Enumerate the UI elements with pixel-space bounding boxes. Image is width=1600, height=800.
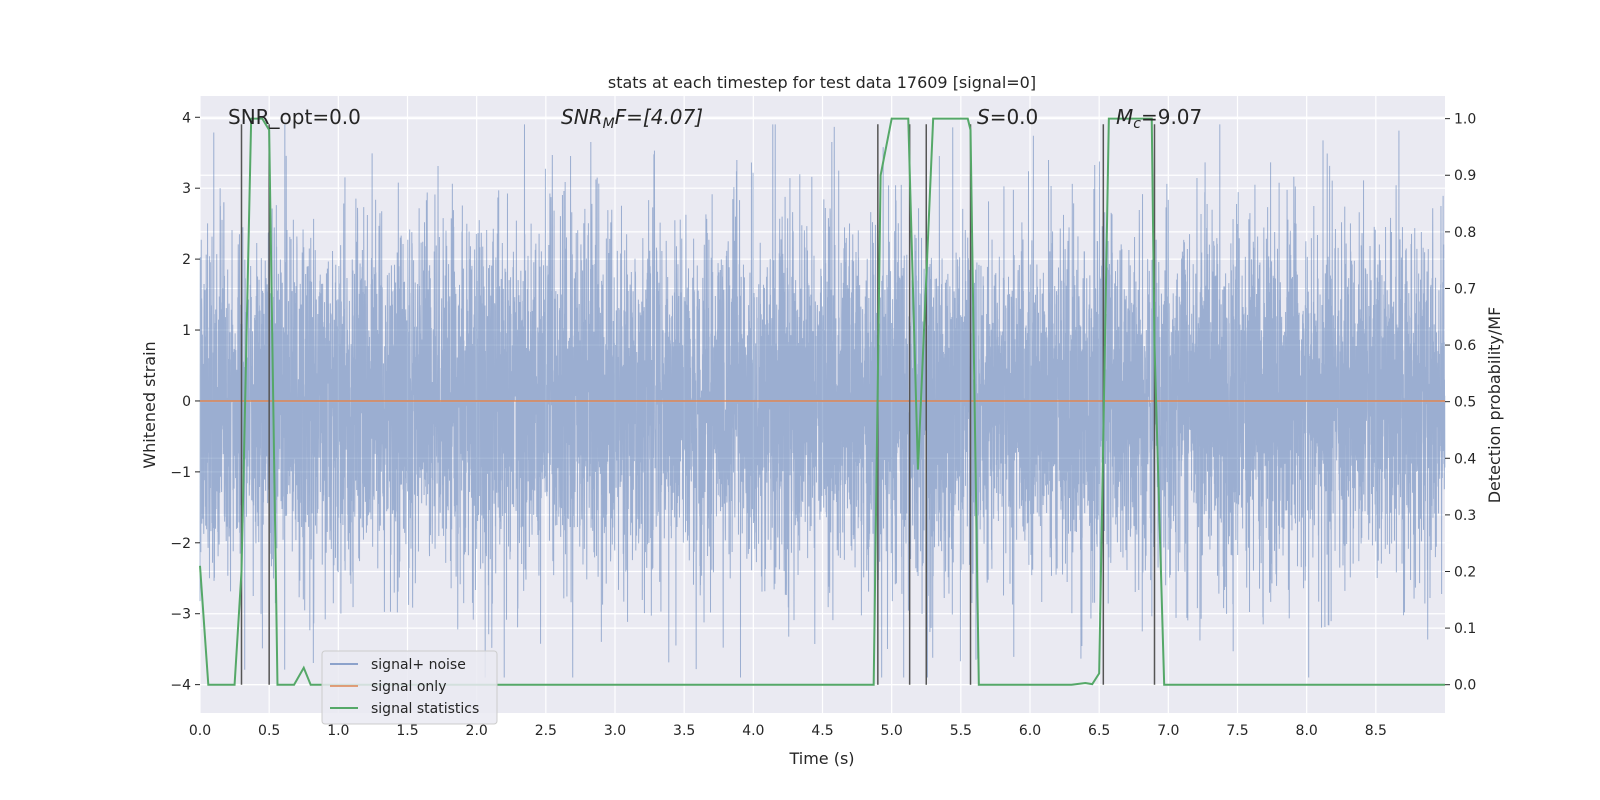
signal-noise-line: [199, 124, 1446, 678]
y-left-tick-label: 1: [182, 323, 191, 339]
y-left-tick-label: 0: [182, 394, 191, 410]
x-tick-label: 2.0: [466, 723, 488, 739]
x-tick-label: 2.5: [535, 723, 557, 739]
legend-label-signal-only: signal only: [371, 679, 446, 695]
annotation-snr-mf-sub: M: [603, 116, 615, 132]
y-right-tick-label: 0.2: [1454, 564, 1476, 580]
x-tick-label: 4.0: [742, 723, 764, 739]
y-left-tick-label: −3: [170, 607, 191, 623]
y-left-tick-label: −4: [170, 678, 191, 694]
y-right-tick-label: 0.3: [1454, 508, 1476, 524]
y-right-tick-label: 0.6: [1454, 338, 1476, 354]
x-tick-label: 5.0: [881, 723, 903, 739]
series-signal-statistics: [199, 117, 1445, 686]
annotation-mc-tail: =9.07: [1141, 105, 1202, 129]
x-tick-label: 5.5: [950, 723, 972, 739]
x-axis-ticks: 0.0 0.5 1.0 1.5 2.0 2.5 3.0 3.5 4.0 4.5 5.0 5.5 6.0 6…: [189, 723, 1387, 739]
y-right-tick-label: 0.1: [1454, 621, 1476, 637]
y-axis-left-ticks: −4 −3 −2 −1 0 1 2 3 4: [170, 110, 200, 694]
y-axis-right-label: Detection probability/MF: [1485, 307, 1504, 504]
legend-label-signal-statistics: signal statistics: [371, 701, 479, 717]
annotation-snr-mf: SNRMF=[4.07]: [561, 105, 703, 132]
y-right-tick-label: 0.7: [1454, 281, 1476, 297]
y-right-tick-label: 0.4: [1454, 451, 1476, 467]
annotation-mc-ital: M: [1116, 105, 1133, 129]
y-axis-right-ticks: 0.0 0.1 0.2 0.3 0.4 0.5 0.6 0.7 0.8 0.9 1.0: [1445, 112, 1476, 694]
x-tick-label: 8.5: [1365, 723, 1387, 739]
x-tick-label: 6.0: [1019, 723, 1041, 739]
y-right-tick-label: 0.5: [1454, 395, 1476, 411]
y-axis-left-label: Whitened strain: [140, 341, 159, 468]
x-axis-label: Time (s): [788, 749, 854, 768]
annotation-mc: Mc=9.07: [1116, 105, 1202, 132]
y-left-tick-label: −1: [170, 465, 191, 481]
annotation-s: S=0.0: [977, 105, 1038, 129]
y-right-tick-label: 0.8: [1454, 225, 1476, 241]
x-tick-label: 6.5: [1088, 723, 1110, 739]
y-left-tick-label: 3: [182, 181, 191, 197]
x-tick-label: 0.0: [189, 723, 211, 739]
annotation-s-tail: =0.0: [990, 105, 1039, 129]
y-left-tick-label: 2: [182, 252, 191, 268]
series-signal-noise: [199, 124, 1446, 678]
legend-box: [321, 650, 498, 725]
x-tick-label: 3.0: [604, 723, 626, 739]
y-right-tick-label: 0.9: [1454, 168, 1476, 184]
legend: signal+ noise signal only signal statist…: [321, 650, 498, 725]
x-tick-label: 4.5: [811, 723, 833, 739]
x-tick-label: 1.0: [327, 723, 349, 739]
x-tick-label: 8.0: [1296, 723, 1318, 739]
y-right-tick-label: 0.0: [1454, 678, 1476, 694]
threshold-lines: [240, 124, 1156, 685]
annotation-s-ital: S: [977, 105, 990, 129]
y-left-tick-label: −2: [170, 536, 191, 552]
chart-title: stats at each timestep for test data 176…: [608, 73, 1036, 92]
annotation-snr-opt: SNR_opt=0.0: [228, 105, 361, 129]
x-tick-label: 0.5: [258, 723, 280, 739]
annotation-mc-sub: c: [1133, 116, 1141, 132]
x-tick-label: 7.0: [1157, 723, 1179, 739]
legend-label-signal-noise: signal+ noise: [371, 657, 466, 673]
annotation-snr-mf-tail: F=[4.07]: [615, 105, 703, 129]
y-left-tick-label: 4: [182, 110, 191, 126]
y-right-tick-label: 1.0: [1454, 112, 1476, 128]
annotation-snr-mf-main: SNR: [561, 105, 603, 129]
x-tick-label: 1.5: [396, 723, 418, 739]
signal-statistics-line: [199, 117, 1445, 686]
x-tick-label: 3.5: [673, 723, 695, 739]
x-tick-label: 7.5: [1226, 723, 1248, 739]
